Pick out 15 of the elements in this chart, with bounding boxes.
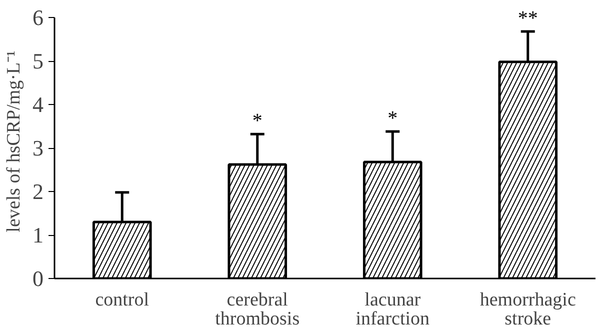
y-tick-label: 3 (32, 136, 44, 161)
annotation: ** (518, 7, 538, 30)
x-tick-label: cerebral thrombosis (215, 290, 300, 330)
annotation: * (388, 107, 398, 130)
x-tick-label: lacunar infarction (356, 290, 430, 330)
y-tick-label: 2 (32, 179, 44, 204)
x-tick-label: control (95, 290, 150, 310)
y-tick-label: 4 (32, 92, 44, 118)
y-tick-label: 6 (32, 5, 44, 30)
y-tick-label: 0 (32, 266, 44, 291)
y-tick-label: 5 (32, 48, 44, 74)
x-tick-label: hemorrhagic stroke (480, 290, 576, 330)
annotation: * (252, 110, 262, 132)
y-axis-title: levels of hsCRP/mg·L⁻¹ (4, 50, 24, 232)
y-tick-label: 1 (32, 222, 44, 248)
